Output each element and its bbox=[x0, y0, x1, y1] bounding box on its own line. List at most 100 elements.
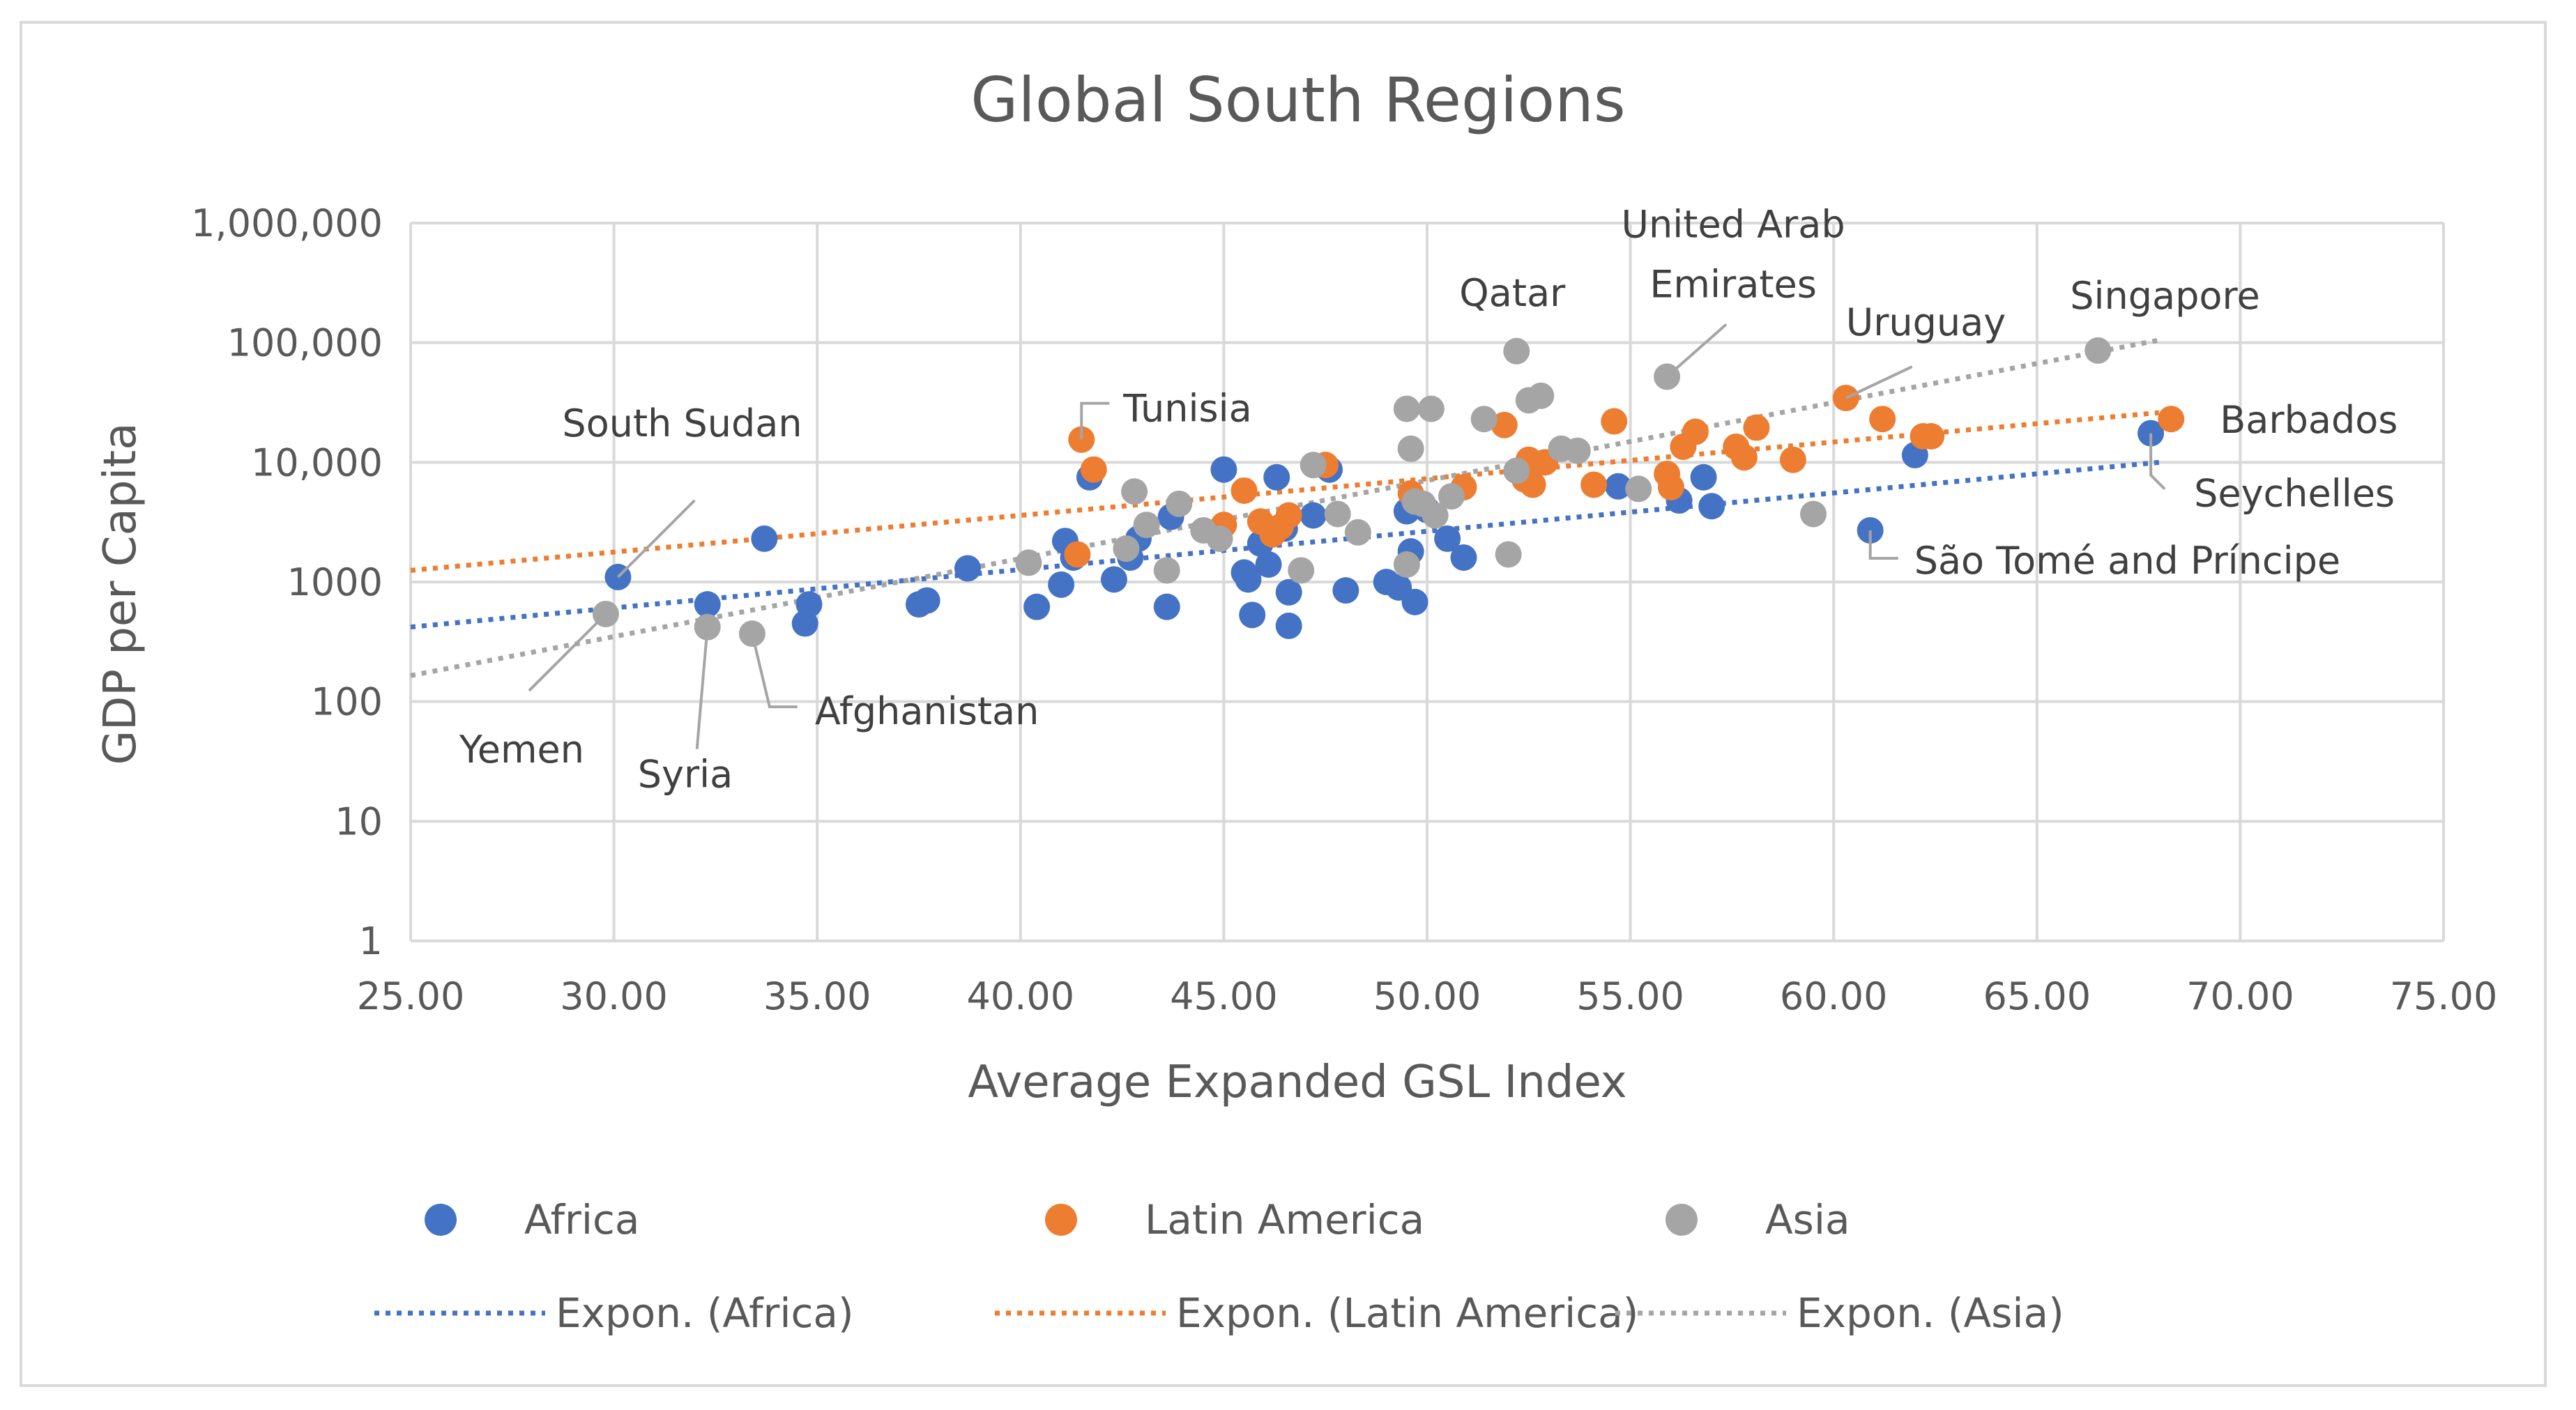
data-point-asia[interactable] bbox=[1121, 478, 1148, 505]
data-point-asia[interactable] bbox=[1393, 395, 1420, 422]
data-point-latin-america[interactable] bbox=[1779, 446, 1806, 473]
annotation-barbados: Barbados bbox=[2220, 398, 2398, 442]
annotation-leader bbox=[1845, 365, 1913, 399]
data-point-asia[interactable] bbox=[1438, 483, 1465, 510]
legend-label-expon-africa: Expon. (Africa) bbox=[556, 1289, 854, 1337]
x-tick-label: 25.00 bbox=[357, 974, 465, 1018]
data-point-asia[interactable] bbox=[1564, 437, 1591, 464]
data-point-latin-america[interactable] bbox=[1275, 502, 1302, 529]
data-point-africa[interactable] bbox=[1153, 593, 1180, 620]
data-point-africa[interactable] bbox=[1275, 612, 1302, 639]
legend-label-asia: Asia bbox=[1765, 1196, 1850, 1243]
data-point-africa[interactable] bbox=[1023, 593, 1051, 620]
data-point-asia[interactable] bbox=[1422, 502, 1449, 529]
data-point-africa[interactable] bbox=[1255, 551, 1282, 578]
annotation-leader bbox=[695, 627, 709, 749]
data-point-latin-america[interactable] bbox=[1743, 414, 1770, 441]
data-point-asia[interactable] bbox=[1495, 541, 1522, 568]
x-axis-label: Average Expanded GSL Index bbox=[968, 1057, 1626, 1108]
data-point-asia[interactable] bbox=[1166, 490, 1193, 517]
data-point-asia[interactable] bbox=[1015, 549, 1042, 576]
data-point-africa[interactable] bbox=[1239, 601, 1266, 629]
annotation-uruguay: Uruguay bbox=[1846, 300, 2006, 344]
data-point-africa[interactable] bbox=[1263, 463, 1290, 491]
data-point-africa[interactable] bbox=[1275, 578, 1302, 606]
annotation-line: Uruguay bbox=[1846, 300, 2006, 344]
annotation-line: São Tomé and Príncipe bbox=[1914, 539, 2340, 583]
data-point-asia[interactable] bbox=[1344, 519, 1371, 546]
data-point-africa[interactable] bbox=[1401, 588, 1428, 615]
data-point-asia[interactable] bbox=[2085, 337, 2112, 364]
data-point-latin-america[interactable] bbox=[1064, 541, 1091, 568]
data-point-africa[interactable] bbox=[1235, 566, 1262, 593]
annotation-line: South Sudan bbox=[562, 401, 802, 445]
y-tick-label: 1,000,000 bbox=[191, 201, 383, 245]
legend-marker-asia bbox=[1666, 1204, 1698, 1236]
data-point-latin-america[interactable] bbox=[1601, 408, 1628, 435]
x-tick-label: 35.00 bbox=[763, 974, 871, 1018]
annotation-leaders bbox=[528, 323, 2166, 749]
annotation-syria: Syria bbox=[638, 753, 733, 797]
x-tick-label: 45.00 bbox=[1170, 974, 1278, 1018]
data-point-africa[interactable] bbox=[1698, 493, 1725, 520]
annotation-united-arab-emirates: United Arab Emirates bbox=[1622, 202, 1845, 306]
data-point-africa[interactable] bbox=[1690, 463, 1717, 491]
data-point-asia[interactable] bbox=[1133, 512, 1160, 539]
data-point-africa[interactable] bbox=[1434, 525, 1461, 552]
data-point-latin-america[interactable] bbox=[1080, 456, 1107, 483]
data-point-latin-america[interactable] bbox=[1730, 444, 1758, 471]
data-point-asia[interactable] bbox=[1153, 557, 1180, 584]
annotation-line: Syria bbox=[638, 753, 733, 797]
legend-label-africa: Africa bbox=[524, 1196, 639, 1243]
data-point-africa[interactable] bbox=[1100, 566, 1127, 593]
data-point-latin-america[interactable] bbox=[1580, 471, 1608, 498]
annotation-yemen: Yemen bbox=[459, 728, 584, 772]
data-point-africa[interactable] bbox=[1605, 473, 1632, 500]
data-point-asia[interactable] bbox=[1470, 406, 1497, 433]
data-point-africa[interactable] bbox=[1048, 571, 1075, 598]
annotation-singapore: Singapore bbox=[2070, 274, 2259, 318]
data-point-africa[interactable] bbox=[1450, 544, 1477, 571]
data-point-asia[interactable] bbox=[1800, 500, 1827, 528]
annotation-tunisia: Tunisia bbox=[1122, 387, 1251, 431]
data-point-africa[interactable] bbox=[1210, 456, 1237, 483]
data-point-asia[interactable] bbox=[1397, 435, 1424, 462]
data-point-asia[interactable] bbox=[1625, 475, 1652, 503]
data-point-asia[interactable] bbox=[1393, 551, 1420, 578]
annotation-line: Barbados bbox=[2220, 398, 2398, 442]
data-point-asia[interactable] bbox=[1503, 337, 1530, 365]
data-point-latin-america[interactable] bbox=[1682, 418, 1709, 445]
data-point-africa[interactable] bbox=[954, 555, 981, 582]
data-point-asia[interactable] bbox=[1288, 557, 1315, 584]
data-point-asia[interactable] bbox=[1527, 382, 1555, 409]
data-point-asia[interactable] bbox=[1324, 500, 1351, 528]
data-point-latin-america[interactable] bbox=[1657, 473, 1684, 500]
annotation-leader bbox=[750, 633, 798, 709]
data-point-asia[interactable] bbox=[694, 613, 721, 641]
data-point-africa[interactable] bbox=[751, 525, 778, 552]
data-point-africa[interactable] bbox=[1300, 502, 1327, 529]
data-points bbox=[592, 337, 2185, 647]
data-point-africa[interactable] bbox=[694, 591, 721, 618]
data-point-africa[interactable] bbox=[913, 587, 940, 614]
x-tick-label: 50.00 bbox=[1373, 974, 1481, 1018]
legend-marker-africa bbox=[425, 1204, 457, 1236]
data-point-latin-america[interactable] bbox=[1230, 477, 1258, 504]
annotation-line: Yemen bbox=[459, 728, 584, 772]
data-point-asia[interactable] bbox=[1206, 525, 1233, 552]
data-point-latin-america[interactable] bbox=[1491, 411, 1518, 438]
data-point-asia[interactable] bbox=[1113, 535, 1140, 562]
y-tick-label: 1000 bbox=[287, 560, 383, 604]
legend-label-latin-america: Latin America bbox=[1145, 1196, 1424, 1243]
data-point-asia[interactable] bbox=[1417, 395, 1445, 422]
data-point-asia[interactable] bbox=[1300, 452, 1327, 479]
data-point-africa[interactable] bbox=[795, 591, 823, 618]
data-point-latin-america[interactable] bbox=[1869, 406, 1896, 433]
data-point-latin-america[interactable] bbox=[1918, 422, 1945, 450]
x-tick-label: 40.00 bbox=[967, 974, 1075, 1018]
data-point-asia[interactable] bbox=[1503, 457, 1530, 484]
x-tick-label: 65.00 bbox=[1983, 974, 2091, 1018]
x-tick-label: 70.00 bbox=[2186, 974, 2294, 1018]
data-point-africa[interactable] bbox=[1332, 577, 1359, 604]
data-point-latin-america[interactable] bbox=[2158, 406, 2185, 433]
